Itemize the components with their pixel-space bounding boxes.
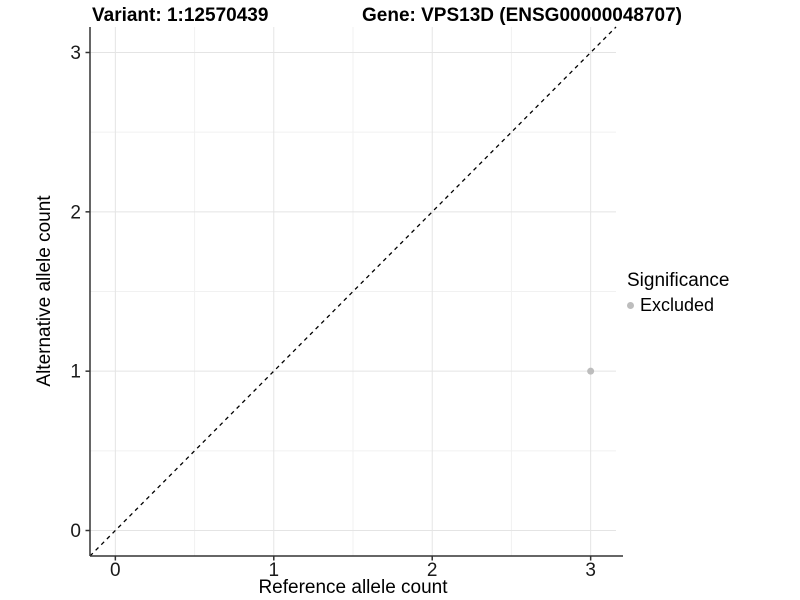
- y-tick-label: 2: [70, 202, 81, 223]
- x-tick-label: 3: [585, 560, 596, 581]
- legend-item-excluded: Excluded: [627, 295, 729, 316]
- x-tick-label: 1: [268, 560, 279, 581]
- legend-point-icon: [627, 302, 634, 309]
- legend: Significance Excluded: [627, 270, 729, 316]
- legend-item-label: Excluded: [640, 295, 715, 315]
- x-tick-label: 2: [427, 560, 438, 581]
- legend-title: Significance: [627, 270, 730, 291]
- x-axis-title: Reference allele count: [258, 577, 448, 598]
- y-tick-label: 1: [70, 362, 81, 383]
- y-tick-label: 3: [70, 43, 81, 64]
- x-tick-label: 0: [110, 560, 121, 581]
- plot-title-gene: Gene: VPS13D (ENSG00000048707): [362, 5, 683, 26]
- plot-title-variant: Variant: 1:12570439: [92, 5, 269, 26]
- y-axis-title: Alternative allele count: [34, 195, 55, 387]
- y-tick-label: 0: [70, 521, 81, 542]
- data-point: [587, 367, 595, 375]
